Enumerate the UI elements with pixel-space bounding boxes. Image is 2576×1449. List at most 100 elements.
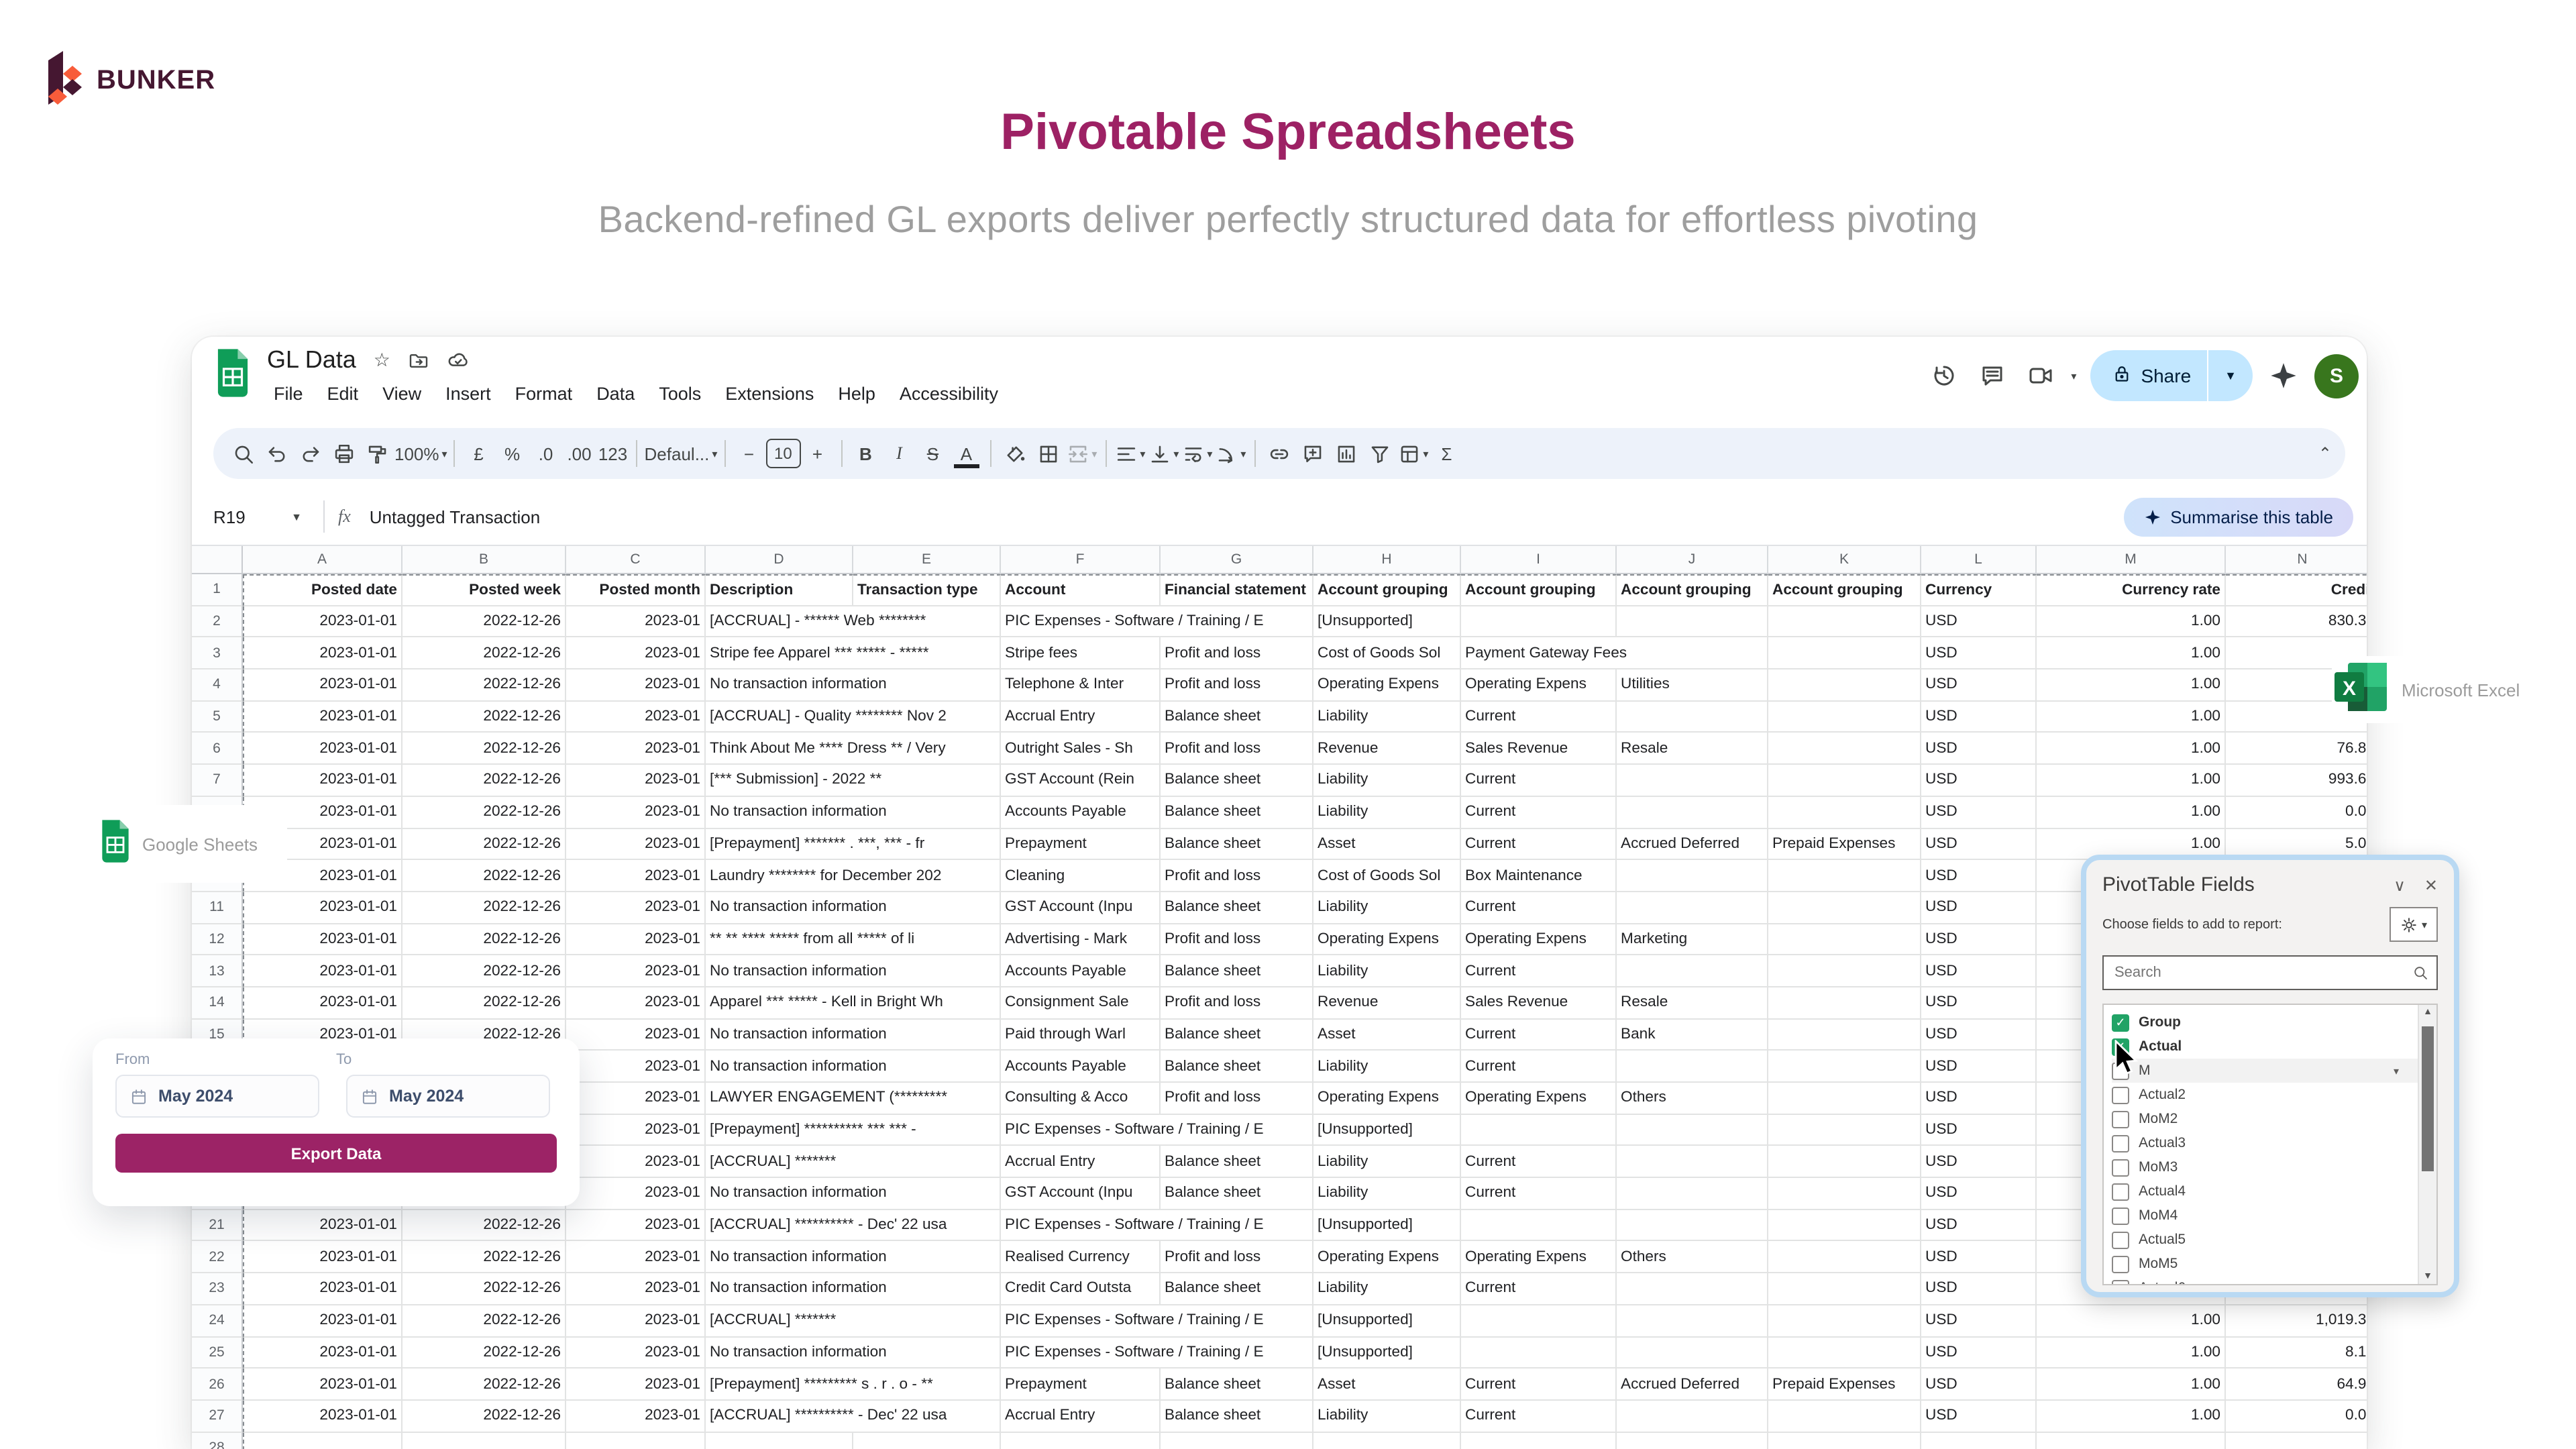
column-header-I[interactable]: I — [1461, 546, 1617, 574]
cell-G23[interactable]: Balance sheet — [1161, 1273, 1313, 1305]
row-number-7[interactable]: 7 — [192, 765, 243, 797]
cell-K11[interactable] — [1768, 892, 1921, 924]
cell-L2[interactable]: USD — [1921, 606, 2037, 638]
cell-M27[interactable]: 1.00 — [2037, 1400, 2226, 1433]
cell-L7[interactable]: USD — [1921, 765, 2037, 797]
cell-A27[interactable]: 2023-01-01 — [243, 1400, 402, 1433]
cell-F27[interactable]: Accrual Entry — [1001, 1400, 1161, 1433]
cell-H26[interactable]: Asset — [1313, 1368, 1461, 1401]
cell-K5[interactable] — [1768, 701, 1921, 733]
cell-J6[interactable]: Resale — [1617, 733, 1768, 765]
gemini-icon[interactable] — [2266, 358, 2301, 393]
cell-F24[interactable]: PIC Expenses - Software / Training / E — [1001, 1305, 1313, 1337]
cell-I10[interactable]: Box Maintenance — [1461, 860, 1617, 892]
cell-D25[interactable]: No transaction information — [706, 1337, 1001, 1369]
header-cell-K[interactable]: Account grouping — [1768, 574, 1921, 606]
menu-help[interactable]: Help — [838, 384, 875, 404]
cell-N24[interactable]: 1,019.33 — [2226, 1305, 2367, 1337]
field-checkbox[interactable] — [2112, 1159, 2129, 1176]
row-number-6[interactable]: 6 — [192, 733, 243, 765]
row-number-12[interactable]: 12 — [192, 924, 243, 956]
cell-G26[interactable]: Balance sheet — [1161, 1368, 1313, 1401]
cell-L10[interactable]: USD — [1921, 860, 2037, 892]
font-size-increase[interactable]: + — [812, 443, 822, 464]
undo-icon[interactable] — [260, 436, 294, 471]
panel-chevron-icon[interactable]: ∨ — [2394, 875, 2406, 894]
cell-F21[interactable]: PIC Expenses - Software / Training / E — [1001, 1210, 1313, 1242]
cell-L8[interactable]: USD — [1921, 796, 2037, 828]
cell-F26[interactable]: Prepayment — [1001, 1368, 1161, 1401]
decrease-decimal-button[interactable]: .0 — [538, 443, 553, 464]
cell-L15[interactable]: USD — [1921, 1019, 2037, 1051]
header-cell-H[interactable]: Account grouping — [1313, 574, 1461, 606]
cell-J23[interactable] — [1617, 1273, 1768, 1305]
cell-H9[interactable]: Asset — [1313, 828, 1461, 861]
cell-M8[interactable]: 1.00 — [2037, 796, 2226, 828]
cell-K20[interactable] — [1768, 1178, 1921, 1210]
redo-icon[interactable] — [294, 436, 327, 471]
header-cell-E[interactable]: Transaction type — [853, 574, 1001, 606]
cell-K27[interactable] — [1768, 1400, 1921, 1433]
cell-H15[interactable]: Asset — [1313, 1019, 1461, 1051]
cell-G8[interactable]: Balance sheet — [1161, 796, 1313, 828]
cell-C12[interactable]: 2023-01 — [566, 924, 706, 956]
cell-K25[interactable] — [1768, 1337, 1921, 1369]
cell-H17[interactable]: Operating Expens — [1313, 1083, 1461, 1115]
field-checkbox[interactable] — [2112, 1231, 2129, 1248]
cell-C26[interactable]: 2023-01 — [566, 1368, 706, 1401]
cell-L11[interactable]: USD — [1921, 892, 2037, 924]
cell-D21[interactable]: [ACCRUAL] ********** - Dec' 22 usa — [706, 1210, 1001, 1242]
name-box[interactable]: R19 ▼ — [213, 506, 302, 527]
cell-M5[interactable]: 1.00 — [2037, 701, 2226, 733]
cell-I26[interactable]: Current — [1461, 1368, 1617, 1401]
cell-L21[interactable]: USD — [1921, 1210, 2037, 1242]
field-checkbox[interactable] — [2112, 1255, 2129, 1273]
cell-N7[interactable]: 993.63 — [2226, 765, 2367, 797]
row-number-1[interactable]: 1 — [192, 574, 243, 606]
cell-L23[interactable]: USD — [1921, 1273, 2037, 1305]
row-number-4[interactable]: 4 — [192, 669, 243, 702]
row-number-26[interactable]: 26 — [192, 1368, 243, 1401]
cell-I12[interactable]: Operating Expens — [1461, 924, 1617, 956]
cell-I23[interactable]: Current — [1461, 1273, 1617, 1305]
cell-F19[interactable]: Accrual Entry — [1001, 1146, 1161, 1179]
header-cell-I[interactable]: Account grouping — [1461, 574, 1617, 606]
row-number-22[interactable]: 22 — [192, 1241, 243, 1274]
cell-G28[interactable] — [1161, 1432, 1313, 1449]
cell-J27[interactable] — [1617, 1400, 1768, 1433]
cell-J20[interactable] — [1617, 1178, 1768, 1210]
cell-D5[interactable]: [ACCRUAL] - Quality ******** Nov 2 — [706, 701, 1001, 733]
cell-C24[interactable]: 2023-01 — [566, 1305, 706, 1337]
cell-N6[interactable]: 76.86 — [2226, 733, 2367, 765]
pivot-field-MoM5[interactable]: MoM5 — [2112, 1252, 2418, 1276]
cell-M6[interactable]: 1.00 — [2037, 733, 2226, 765]
cell-C5[interactable]: 2023-01 — [566, 701, 706, 733]
cell-I3[interactable]: Payment Gateway Fees — [1461, 637, 1768, 670]
pivot-field-M[interactable]: M ▾ — [2112, 1059, 2418, 1083]
cell-I8[interactable]: Current — [1461, 796, 1617, 828]
menu-data[interactable]: Data — [596, 384, 635, 404]
cell-K22[interactable] — [1768, 1241, 1921, 1274]
cell-C11[interactable]: 2023-01 — [566, 892, 706, 924]
cell-H22[interactable]: Operating Expens — [1313, 1241, 1461, 1274]
cell-F11[interactable]: GST Account (Inpu — [1001, 892, 1161, 924]
cell-G11[interactable]: Balance sheet — [1161, 892, 1313, 924]
pivot-scrollbar[interactable]: ▲ ▼ — [2418, 1005, 2436, 1284]
cell-N23[interactable] — [2226, 1273, 2367, 1305]
cell-B2[interactable]: 2022-12-26 — [402, 606, 566, 638]
cell-F16[interactable]: Accounts Payable — [1001, 1051, 1161, 1083]
cell-K16[interactable] — [1768, 1051, 1921, 1083]
cell-K19[interactable] — [1768, 1146, 1921, 1179]
cell-L26[interactable]: USD — [1921, 1368, 2037, 1401]
cell-D3[interactable]: Stripe fee Apparel *** ***** - ***** — [706, 637, 1001, 670]
cell-H5[interactable]: Liability — [1313, 701, 1461, 733]
cell-A4[interactable]: 2023-01-01 — [243, 669, 402, 702]
cell-L16[interactable]: USD — [1921, 1051, 2037, 1083]
functions-button[interactable]: Σ — [1441, 443, 1452, 464]
field-checkbox[interactable]: ✓ — [2112, 1014, 2129, 1031]
cell-D28[interactable] — [706, 1432, 853, 1449]
cell-B26[interactable]: 2022-12-26 — [402, 1368, 566, 1401]
text-rotation-icon[interactable]: ▾ — [1214, 436, 1247, 471]
cell-G15[interactable]: Balance sheet — [1161, 1019, 1313, 1051]
cell-H11[interactable]: Liability — [1313, 892, 1461, 924]
